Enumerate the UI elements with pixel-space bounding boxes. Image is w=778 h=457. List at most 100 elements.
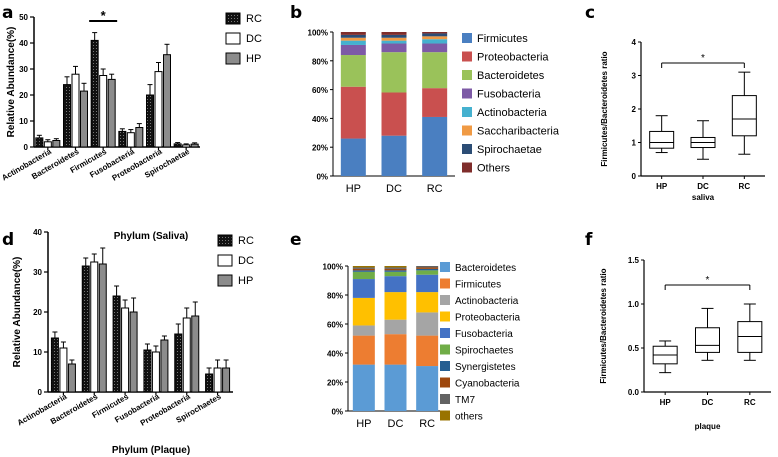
- segment-Proteobacteria-DC: [381, 92, 407, 136]
- bar-HP-Actinobacteria: [52, 140, 61, 148]
- segment-Firmicutes-RC: [416, 335, 439, 367]
- y-tick-label: 3: [632, 72, 637, 81]
- y-tick-label: 20%: [312, 144, 328, 153]
- legend-label-TM7: TM7: [455, 395, 475, 406]
- bar-HP-Bacteroidetes: [80, 90, 88, 148]
- y-tick-label: 0: [24, 143, 29, 152]
- segment-Bacteroidetes-RC: [422, 52, 448, 89]
- segment-Spirochaetes-DC: [384, 271, 407, 277]
- segment-Fusobacteria-RC: [416, 274, 439, 293]
- legend-label-Cyanobacteria: Cyanobacteria: [455, 379, 520, 390]
- x-tick-label: DC: [388, 418, 404, 430]
- segment-Others-DC: [381, 32, 407, 35]
- segment-Bacteroidetes-HP: [352, 364, 375, 411]
- segment-Fusobacteria-HP: [340, 44, 366, 56]
- y-tick-label: 0%: [316, 173, 328, 182]
- significance-star: *: [706, 275, 710, 286]
- legend-swatch-RC: [217, 234, 233, 247]
- panel-letter-e: e: [290, 230, 302, 250]
- bar-HP-Spirochaetes: [222, 367, 231, 393]
- legend-swatch-DC: [225, 32, 241, 45]
- y-tick-label: 1: [632, 139, 637, 148]
- segment-Fusobacteria-RC: [422, 43, 448, 53]
- y-tick-label: 0: [38, 388, 43, 397]
- panel-letter-b: b: [290, 3, 302, 23]
- y-tick-label: 1.5: [628, 256, 640, 265]
- y-tick-label: 0.5: [628, 344, 640, 353]
- segment-Proteobacteria-RC: [416, 292, 439, 313]
- segment-Saccharibacteria-HP: [340, 37, 366, 41]
- y-tick-label: 20: [19, 91, 28, 100]
- legend-label-HP: HP: [238, 275, 253, 287]
- legend-label-others: others: [455, 412, 483, 423]
- legend-swatch-Firmicutes: [440, 278, 450, 289]
- bar-RC-Fusobacteria: [118, 130, 127, 148]
- legend-swatch-Synergistetes: [440, 361, 450, 371]
- box-HP: [649, 130, 675, 149]
- x-tick-label: RC: [739, 182, 751, 191]
- segment-Actinobacteria-RC: [422, 39, 448, 44]
- bar-DC-Spirochaetes: [213, 367, 222, 393]
- legend-label-Firmicutes: Firmicutes: [477, 33, 528, 45]
- significance-star: *: [101, 8, 107, 23]
- x-tick-label: Actinobacteria: [16, 392, 69, 428]
- bar-DC-Fusobacteria: [151, 351, 160, 393]
- legend-swatch-Firmicutes: [462, 33, 472, 43]
- legend-swatch-Spirochaetae: [462, 144, 472, 154]
- box-DC: [695, 327, 720, 353]
- bar-DC-Firmicutes: [121, 307, 130, 393]
- legend-swatch-Fusobacteria: [440, 328, 450, 338]
- segment-Others-HP: [340, 32, 366, 35]
- legend-label-HP: HP: [246, 53, 261, 65]
- significance-star: *: [701, 53, 705, 64]
- segment-Saccharibacteria-RC: [422, 36, 448, 40]
- segment-Cyanobacteria-DC: [384, 268, 407, 271]
- y-tick-label: 1.0: [628, 300, 640, 309]
- segment-Actinobacteria-DC: [384, 319, 407, 335]
- legend-label-Spirochaetes: Spirochaetes: [455, 346, 513, 357]
- panel-letter-d: d: [2, 230, 14, 250]
- bar-RC-Spirochaetae: [173, 143, 182, 148]
- legend-label-Synergistetes: Synergistetes: [455, 362, 516, 373]
- y-tick-label: 20%: [327, 379, 343, 388]
- legend-swatch-DC: [217, 254, 233, 267]
- y-tick-label: 30: [19, 65, 28, 74]
- segment-Actinobacteria-RC: [416, 312, 439, 336]
- legend-label-Fusobacteria: Fusobacteria: [477, 89, 541, 101]
- bar-RC-Bacteroidetes: [63, 84, 71, 148]
- legend-label-RC: RC: [246, 13, 262, 25]
- bar-DC-Actinobacteria: [59, 347, 68, 393]
- segment-Proteobacteria-DC: [384, 292, 407, 320]
- y-tick-label: 100%: [308, 29, 328, 38]
- y-tick-label: 40: [19, 39, 28, 48]
- bar-RC-Spirochaetes: [205, 373, 214, 393]
- legend-swatch-Cyanobacteria: [440, 377, 450, 388]
- chart-b: 0% 20% 40% 60% 80% 100% HP DC RC Firmicutes Proteo…: [308, 29, 560, 196]
- legend-label-Proteobacteria: Proteobacteria: [477, 52, 549, 64]
- legend-swatch-others: [440, 410, 450, 421]
- segment-Firmicutes-DC: [384, 334, 407, 365]
- segment-Firmicutes-HP: [352, 335, 375, 365]
- chart-e: 0% 20% 40% 60% 80% 100% HP DC RC Bacteroidetes Fir…: [323, 262, 520, 430]
- panel-letter-c: c: [585, 3, 595, 23]
- segment-Synergistetes-RC: [416, 268, 439, 271]
- bar-RC-Bacteroidetes: [81, 265, 90, 393]
- legend-swatch-RC: [225, 12, 241, 25]
- bar-RC-Fusobacteria: [143, 349, 152, 393]
- bar-HP-Actinobacteria: [67, 363, 76, 393]
- bar-HP-Firmicutes: [129, 311, 138, 393]
- y-axis-label: Relative Abundance(%): [12, 257, 23, 368]
- bar-DC-Firmicutes: [99, 75, 108, 148]
- segment-others-HP: [352, 266, 375, 268]
- y-tick-label: 100%: [323, 263, 343, 272]
- y-tick-label: 10: [19, 117, 28, 126]
- segment-Fusobacteria-HP: [352, 279, 375, 298]
- segment-Cyanobacteria-RC: [416, 267, 439, 269]
- segment-Spirochaetae-RC: [422, 33, 448, 37]
- legend-label-Actinobacteria: Actinobacteria: [455, 296, 519, 307]
- y-axis-label: Firmicutes/Bacteroidetes ratio: [600, 51, 609, 166]
- legend-label-Fusobacteria: Fusobacteria: [455, 329, 513, 340]
- legend-label-Bacteroidetes: Bacteroidetes: [455, 263, 516, 274]
- legend-label-Spirochaetae: Spirochaetae: [477, 144, 542, 156]
- bar-DC-Bacteroidetes: [71, 73, 80, 148]
